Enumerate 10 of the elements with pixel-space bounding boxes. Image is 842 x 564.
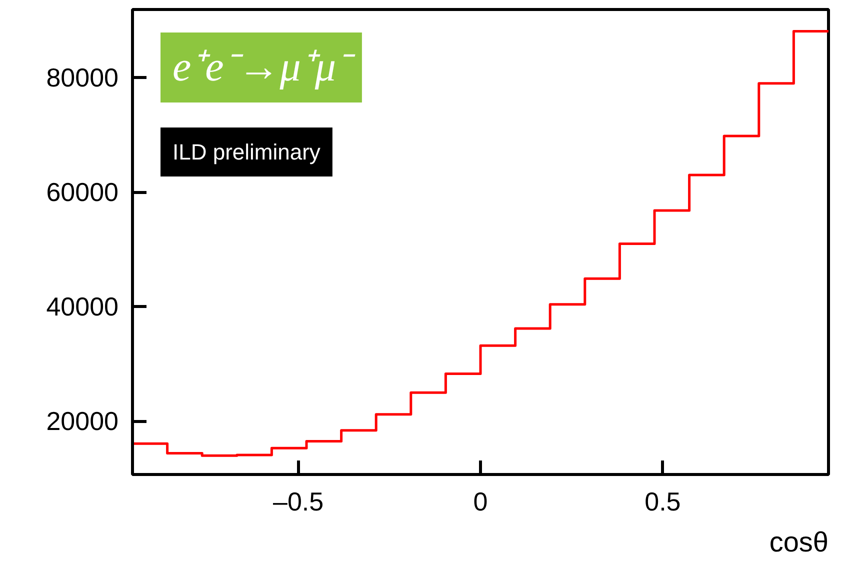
x-tick-label: 0 [473, 486, 488, 516]
y-tick-label: 40000 [46, 292, 119, 322]
x-tick-label: 0.5 [644, 486, 681, 516]
x-axis-title: cosθ [769, 526, 829, 558]
y-tick-label: 80000 [46, 62, 119, 93]
x-tick-label: –0.5 [273, 486, 324, 516]
annotation: e⁺e⁻→μ⁺μ⁻ [172, 44, 356, 90]
y-tick-label: 60000 [46, 177, 119, 208]
annotation: ILD preliminary [172, 140, 320, 164]
y-tick-label: 20000 [46, 406, 119, 436]
